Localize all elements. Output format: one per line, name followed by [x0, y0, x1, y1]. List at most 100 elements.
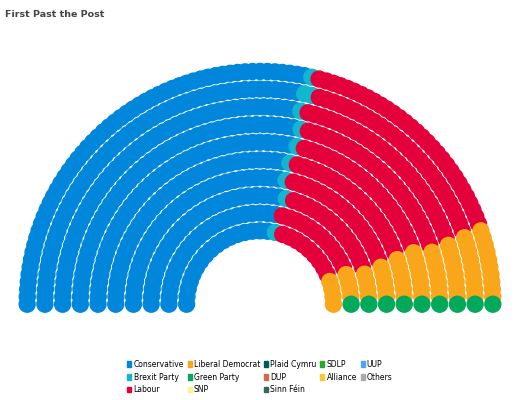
Circle shape [108, 136, 124, 152]
Circle shape [401, 197, 418, 213]
Circle shape [466, 281, 483, 297]
Circle shape [357, 266, 373, 282]
Circle shape [342, 141, 358, 156]
Circle shape [285, 193, 302, 209]
Circle shape [357, 226, 373, 242]
Circle shape [132, 97, 147, 113]
Circle shape [109, 281, 124, 297]
Circle shape [306, 202, 322, 218]
Circle shape [108, 296, 124, 312]
Circle shape [296, 68, 313, 84]
Circle shape [285, 120, 302, 136]
Circle shape [215, 157, 231, 173]
Circle shape [325, 288, 341, 304]
Circle shape [39, 266, 55, 282]
Circle shape [111, 218, 126, 233]
Circle shape [304, 162, 320, 178]
Circle shape [319, 234, 335, 250]
Circle shape [151, 220, 167, 235]
Circle shape [222, 155, 238, 171]
Circle shape [471, 216, 487, 232]
Circle shape [180, 281, 196, 297]
Circle shape [446, 259, 462, 275]
Circle shape [379, 122, 394, 138]
Circle shape [252, 223, 268, 239]
Circle shape [311, 90, 327, 106]
Circle shape [215, 84, 230, 100]
Circle shape [410, 259, 426, 275]
Circle shape [136, 245, 152, 261]
Circle shape [413, 216, 429, 232]
Circle shape [187, 148, 203, 164]
Circle shape [244, 81, 261, 97]
Circle shape [477, 237, 493, 253]
Circle shape [138, 114, 154, 130]
Circle shape [102, 197, 119, 213]
Circle shape [335, 117, 351, 133]
Circle shape [61, 163, 77, 179]
Circle shape [293, 176, 308, 192]
Circle shape [263, 170, 279, 186]
Circle shape [352, 252, 368, 268]
Circle shape [248, 188, 264, 204]
Circle shape [66, 157, 82, 173]
Circle shape [271, 100, 287, 116]
Circle shape [87, 158, 103, 174]
Circle shape [414, 289, 430, 305]
Circle shape [389, 252, 405, 268]
Circle shape [203, 242, 219, 258]
Circle shape [278, 172, 294, 188]
Circle shape [37, 289, 53, 305]
Circle shape [166, 267, 182, 282]
Circle shape [361, 296, 377, 312]
Circle shape [393, 266, 409, 282]
Circle shape [193, 90, 209, 106]
Circle shape [406, 172, 421, 188]
Circle shape [109, 161, 124, 177]
Circle shape [361, 232, 377, 248]
Circle shape [438, 230, 454, 246]
Circle shape [144, 289, 160, 304]
Circle shape [144, 281, 160, 297]
Circle shape [371, 252, 386, 268]
Circle shape [53, 216, 69, 232]
Circle shape [244, 206, 261, 221]
Circle shape [190, 109, 205, 125]
Circle shape [107, 114, 123, 130]
Circle shape [296, 140, 313, 156]
Circle shape [361, 176, 377, 192]
Circle shape [189, 128, 205, 144]
Circle shape [484, 281, 500, 297]
Circle shape [149, 172, 164, 188]
Circle shape [179, 215, 195, 231]
Circle shape [340, 80, 355, 96]
Circle shape [256, 99, 272, 115]
Circle shape [465, 202, 481, 218]
Circle shape [324, 151, 340, 167]
Circle shape [204, 179, 220, 195]
Circle shape [230, 136, 245, 152]
Circle shape [324, 171, 340, 187]
Circle shape [101, 119, 117, 135]
Circle shape [198, 247, 213, 263]
Circle shape [393, 185, 409, 200]
Circle shape [161, 208, 177, 224]
Circle shape [259, 64, 276, 80]
Circle shape [459, 237, 475, 253]
Circle shape [372, 163, 388, 179]
Circle shape [85, 134, 101, 150]
Circle shape [226, 100, 242, 116]
Circle shape [145, 110, 160, 126]
Circle shape [222, 83, 238, 99]
Circle shape [97, 147, 113, 163]
Circle shape [343, 208, 359, 224]
Circle shape [111, 266, 127, 282]
Circle shape [132, 118, 148, 134]
Circle shape [137, 182, 153, 198]
Circle shape [215, 66, 231, 82]
Circle shape [160, 238, 176, 254]
Circle shape [155, 124, 172, 140]
Circle shape [384, 238, 400, 254]
Circle shape [384, 127, 400, 143]
Circle shape [172, 198, 188, 214]
